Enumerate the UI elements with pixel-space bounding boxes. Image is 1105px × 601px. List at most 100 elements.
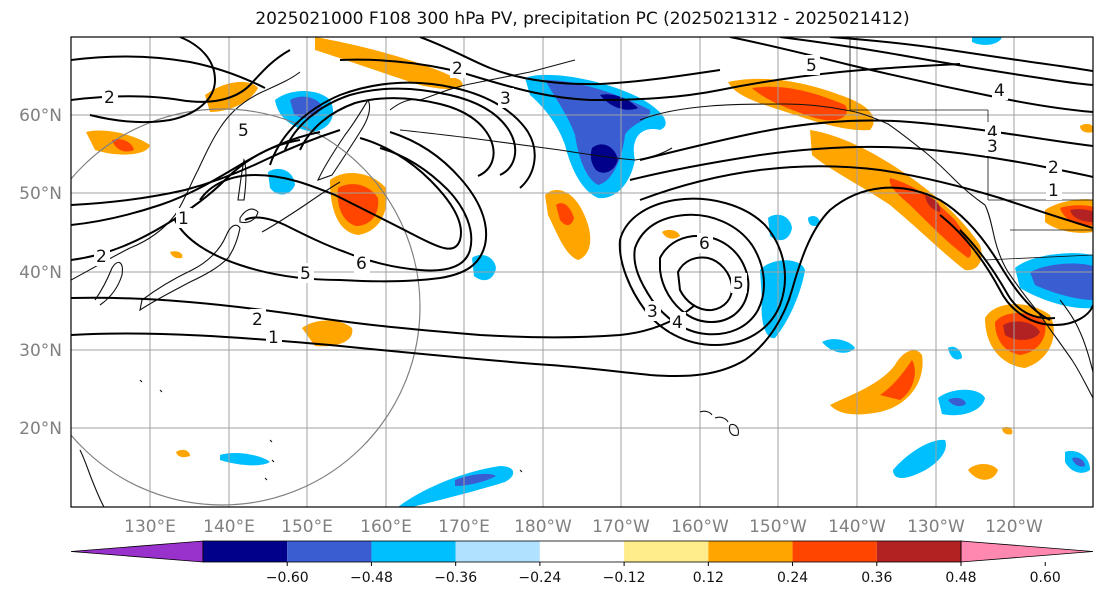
positive-anomaly-small-2 [1002,426,1013,435]
contour-label: 6 [356,254,367,274]
longitude-label: 180°W [514,517,572,537]
colorbar-segment [624,541,709,562]
longitude-label: 140°W [828,517,886,537]
latitude-labels: 60°N 50°N 40°N 30°N 20°N [19,106,62,439]
pv-contour-ne-6 [639,165,1093,229]
pv-contour-2-main [71,296,696,339]
negative-anomaly-bering-core [590,144,618,173]
pv-contour-north-1 [71,55,266,89]
colorbar-segment [876,541,961,562]
colorbar-tick-label: −0.60 [266,570,309,586]
longitude-label: 170°W [592,517,650,537]
contour-label: 1 [1048,181,1059,201]
pv-contour-1-main [71,186,1051,378]
pv-contour-ne-1 [729,37,1093,113]
contour-label: 5 [238,121,249,141]
positive-anomaly-east-pacific-south [968,464,998,480]
pv-contour-aleutian-low-3 [269,81,536,189]
contour-label: 6 [699,234,710,254]
pv-contour-ne-4 [639,119,1093,161]
colorbar-tick-label: 0.60 [1030,570,1061,586]
colorbar-tick-label: −0.48 [350,570,393,586]
contour-label: 4 [994,81,1005,101]
positive-anomaly-east-edge-max [1070,209,1093,222]
latitude-label: 30°N [19,341,62,361]
pv-contour-trough-east-2 [959,229,1056,320]
latitude-label: 60°N [19,106,62,126]
pv-contour-north-3 [89,37,217,124]
bc-coast [887,123,986,206]
negative-anomaly-subtropical-east-core [948,397,966,407]
sakhalin [237,157,247,201]
contour-label: 1 [178,209,189,229]
positive-anomaly-subtropical-east-core [880,360,915,400]
pv-contour-ne-2 [779,37,1093,86]
colorbar-tick-label: −0.24 [518,570,561,586]
colorbar-segment [455,541,540,562]
negative-anomaly-small-4 [808,216,820,226]
positive-anomaly-kurils-core [337,184,379,226]
pv-contour-cutoff-mid [633,213,765,336]
positive-anomaly-central-pacific-core [556,203,574,226]
contour-label: 2 [452,59,463,79]
graticule [71,37,1093,507]
colorbar-segment [371,541,456,562]
map-title: 2025021000 F108 300 hPa PV, precipitatio… [255,9,910,29]
contour-label: 3 [987,137,998,157]
colorbar-extend-high [960,540,1094,563]
colorbar-tick-label: 0.36 [861,570,892,586]
reference-circle [71,108,421,506]
negative-anomaly-south-band-core [455,473,496,486]
alaska-south [639,103,889,125]
negative-anomaly-small-1 [220,452,270,466]
latitude-label: 40°N [19,263,62,283]
map-border [70,36,1094,508]
japan-honshu [139,224,241,312]
contour-label: 2 [1048,158,1059,178]
positive-anomaly-gulf-of-alaska-core [752,86,847,121]
pv-contour-aleutian-low-2 [299,97,495,177]
negative-anomaly-southeast-1 [893,439,946,478]
contour-label-group: 2 5 2 3 5 4 4 3 2 1 1 2 5 6 [94,55,1062,348]
positive-anomaly-west-coast [810,130,982,271]
longitude-label: 160°W [671,517,729,537]
colorbar: −0.60 −0.48 −0.36 −0.24 −0.12 0.12 0.24 0.36 0.4… [70,540,1094,586]
positive-anomaly-west-coast-max [925,195,941,212]
japan-hokkaido [239,208,259,224]
contour-label: 2 [104,88,115,108]
contour-label: 5 [806,56,817,76]
longitude-label: 170°E [438,517,490,537]
colorbar-outline [202,540,962,563]
negative-anomaly-japan-sea [268,168,295,195]
negative-anomaly-bering-core-2 [600,94,638,110]
colorbar-segment [203,541,288,562]
positive-anomaly-japan-north-core [112,139,134,152]
colorbar-tick-label: −0.36 [434,570,477,586]
pv-contour-north-2 [71,49,291,103]
longitude-label: 150°W [749,517,807,537]
precipitation-shading [86,37,1093,507]
longitude-label: 160°E [360,517,412,537]
positive-anomaly-small-1 [662,229,680,239]
pv-contour-5b-loop [174,131,488,283]
kurils [261,181,341,233]
longitude-label: 130°E [124,517,176,537]
colorbar-tick-label: 0.12 [693,570,724,586]
pv-contour-north-ridge-2 [419,37,721,86]
contour-label: 3 [500,89,511,109]
negative-anomaly-small-5 [972,37,1002,45]
contour-label: 5 [300,264,311,284]
baja-coast [1051,331,1093,399]
asia-coast [71,71,301,281]
colorbar-segment [708,541,793,562]
negative-anomaly-small-2 [822,339,855,353]
negative-anomaly-southern-california-mid [1030,263,1093,300]
pv-contour-aleutian-low [284,87,517,176]
korea-coast [94,261,123,306]
mexico-mainland [1059,299,1093,373]
longitude-label: 130°W [907,517,965,537]
colorbar-segment [539,541,625,562]
latitude-label: 20°N [19,419,62,439]
contour-label: 2 [252,310,263,330]
